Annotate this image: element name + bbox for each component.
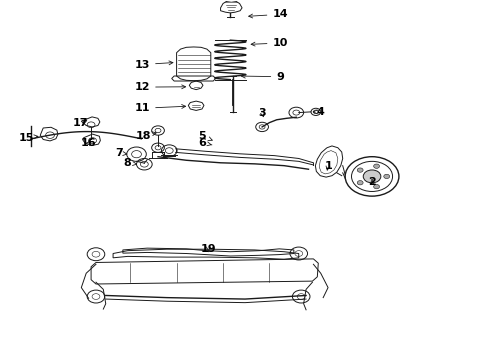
Circle shape: [374, 164, 379, 168]
Text: 15: 15: [19, 133, 38, 143]
Text: 10: 10: [251, 38, 288, 48]
Text: 1: 1: [324, 161, 332, 171]
Text: 5: 5: [198, 131, 212, 141]
Text: 11: 11: [135, 103, 186, 113]
Text: 13: 13: [135, 59, 173, 69]
Text: 19: 19: [200, 244, 216, 254]
Circle shape: [357, 181, 363, 185]
Text: 3: 3: [259, 108, 267, 118]
Circle shape: [384, 174, 390, 179]
Circle shape: [374, 184, 379, 189]
Text: 12: 12: [135, 82, 186, 92]
Text: 9: 9: [242, 72, 284, 82]
Circle shape: [363, 170, 381, 183]
Text: 17: 17: [73, 118, 88, 128]
Text: 7: 7: [115, 148, 127, 158]
Text: 6: 6: [198, 138, 212, 148]
Text: 4: 4: [313, 107, 325, 117]
Text: 16: 16: [81, 139, 97, 148]
Circle shape: [357, 168, 363, 172]
Text: 2: 2: [368, 177, 376, 187]
Text: 14: 14: [249, 9, 288, 19]
Text: 8: 8: [123, 158, 137, 168]
Text: 18: 18: [136, 131, 156, 140]
